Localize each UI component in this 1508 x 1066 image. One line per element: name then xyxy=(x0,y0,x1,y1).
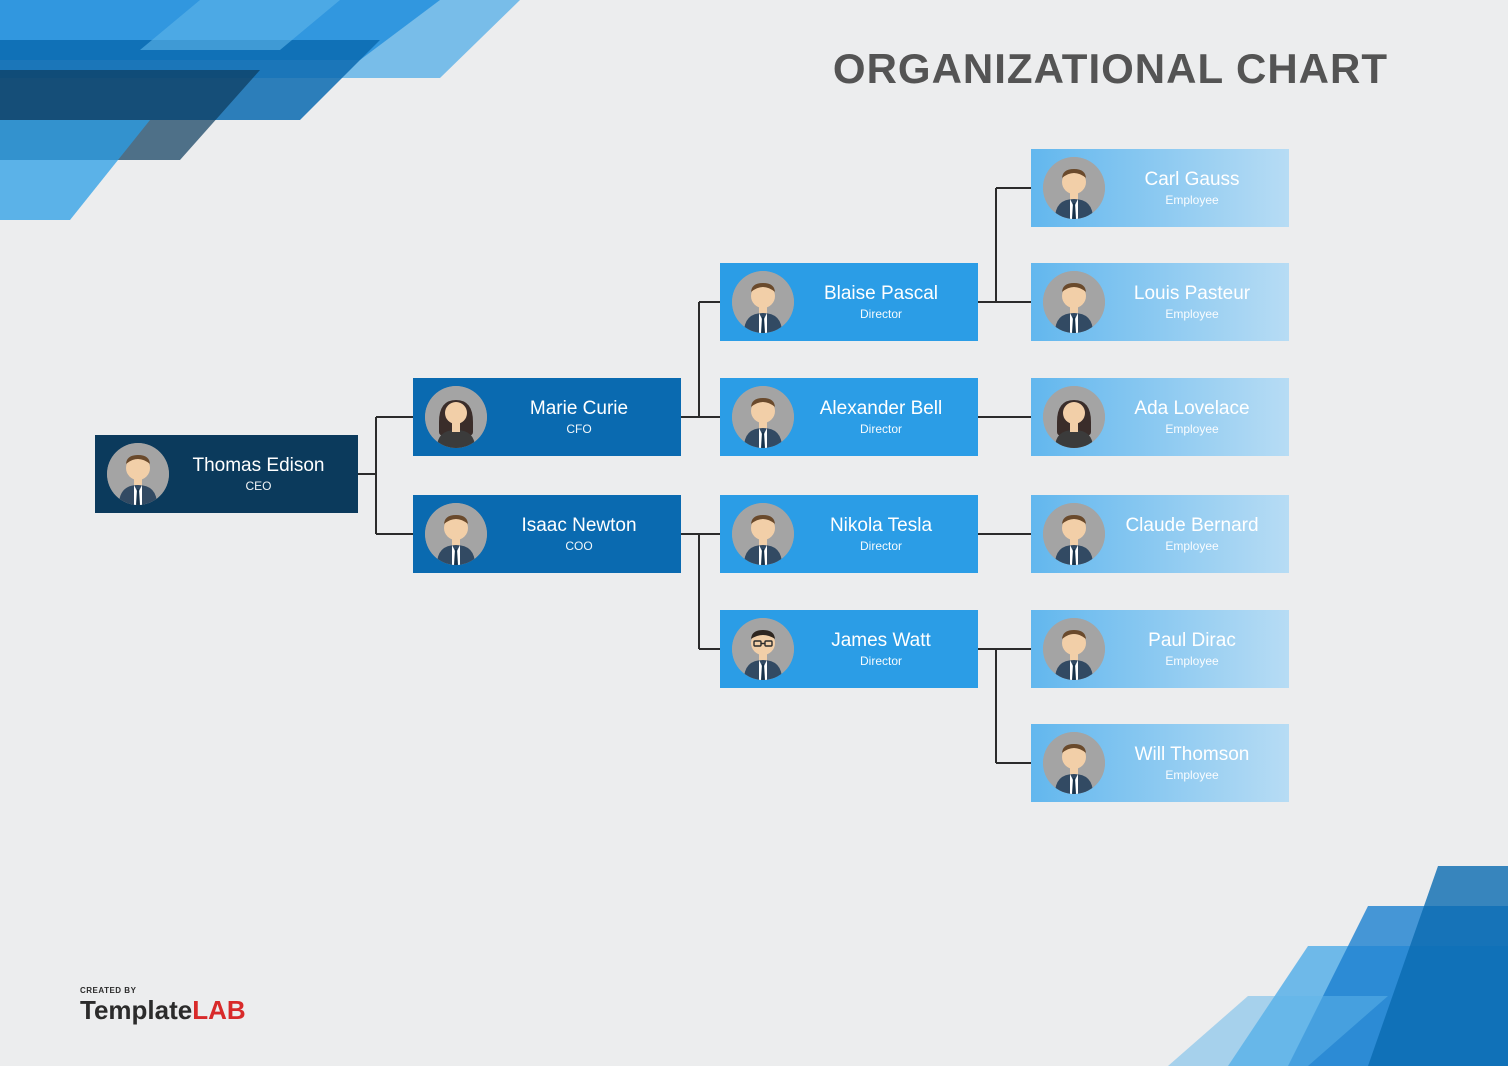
org-node-name: Carl Gauss xyxy=(1105,169,1279,191)
avatar-icon xyxy=(1043,386,1105,448)
connector xyxy=(376,416,413,418)
avatar-icon xyxy=(1043,157,1105,219)
connector xyxy=(699,301,720,303)
org-node-ceo: Thomas Edison CEO xyxy=(95,435,358,513)
avatar-icon xyxy=(732,386,794,448)
avatar-icon xyxy=(732,618,794,680)
footer-created-by: CREATED BY xyxy=(80,986,246,995)
org-node-name: Thomas Edison xyxy=(169,455,348,477)
org-node-role: Employee xyxy=(1105,768,1279,782)
avatar-icon xyxy=(425,386,487,448)
org-node-cfo: Marie Curie CFO xyxy=(413,378,681,456)
org-node-text: Nikola Tesla Director xyxy=(794,515,978,553)
avatar-icon xyxy=(1043,618,1105,680)
footer-logo-accent: LAB xyxy=(192,995,245,1025)
org-node-name: Paul Dirac xyxy=(1105,630,1279,652)
org-node-coo: Isaac Newton COO xyxy=(413,495,681,573)
org-node-role: Director xyxy=(794,654,968,668)
org-node-name: Nikola Tesla xyxy=(794,515,968,537)
org-node-name: Blaise Pascal xyxy=(794,283,968,305)
org-node-text: Will Thomson Employee xyxy=(1105,744,1289,782)
org-node-role: Director xyxy=(794,307,968,321)
connector xyxy=(358,473,376,475)
org-node-e4: Claude Bernard Employee xyxy=(1031,495,1289,573)
org-node-name: Alexander Bell xyxy=(794,398,968,420)
org-node-text: Louis Pasteur Employee xyxy=(1105,283,1289,321)
org-node-role: Director xyxy=(794,539,968,553)
connector xyxy=(996,648,1031,650)
org-node-text: Ada Lovelace Employee xyxy=(1105,398,1289,436)
org-node-name: Louis Pasteur xyxy=(1105,283,1279,305)
connector xyxy=(996,301,1031,303)
connector xyxy=(978,533,996,535)
org-node-name: Marie Curie xyxy=(487,398,671,420)
connector xyxy=(995,649,997,763)
org-node-text: Carl Gauss Employee xyxy=(1105,169,1289,207)
org-node-text: James Watt Director xyxy=(794,630,978,668)
footer: CREATED BY TemplateLAB xyxy=(80,986,246,1026)
connector xyxy=(698,534,700,649)
org-node-role: Employee xyxy=(1105,654,1279,668)
connector xyxy=(995,188,997,302)
org-node-text: Blaise Pascal Director xyxy=(794,283,978,321)
connector xyxy=(681,533,699,535)
connector xyxy=(996,416,1031,418)
connector xyxy=(699,648,720,650)
avatar-icon xyxy=(1043,503,1105,565)
connector xyxy=(699,533,720,535)
org-node-text: Alexander Bell Director xyxy=(794,398,978,436)
org-node-role: Employee xyxy=(1105,307,1279,321)
org-node-text: Thomas Edison CEO xyxy=(169,455,358,493)
footer-logo-main: Template xyxy=(80,995,192,1025)
org-node-name: Will Thomson xyxy=(1105,744,1279,766)
org-node-role: Employee xyxy=(1105,193,1279,207)
connector xyxy=(996,762,1031,764)
avatar-icon xyxy=(732,271,794,333)
org-chart: Thomas Edison CEO Marie Curie CFO Isaac … xyxy=(0,0,1508,1066)
connector xyxy=(375,474,377,534)
org-node-d2: Alexander Bell Director xyxy=(720,378,978,456)
org-node-e5: Paul Dirac Employee xyxy=(1031,610,1289,688)
org-node-role: Employee xyxy=(1105,422,1279,436)
connector xyxy=(996,533,1031,535)
connector xyxy=(698,302,700,417)
org-node-e3: Ada Lovelace Employee xyxy=(1031,378,1289,456)
avatar-icon xyxy=(732,503,794,565)
org-node-name: Claude Bernard xyxy=(1105,515,1279,537)
connector xyxy=(375,417,377,474)
org-node-e6: Will Thomson Employee xyxy=(1031,724,1289,802)
org-node-text: Isaac Newton COO xyxy=(487,515,681,553)
footer-logo: TemplateLAB xyxy=(80,995,246,1026)
connector xyxy=(978,301,996,303)
connector xyxy=(681,416,699,418)
org-node-role: COO xyxy=(487,539,671,553)
org-node-d3: Nikola Tesla Director xyxy=(720,495,978,573)
org-node-name: Isaac Newton xyxy=(487,515,671,537)
org-node-e1: Carl Gauss Employee xyxy=(1031,149,1289,227)
connector xyxy=(996,187,1031,189)
org-node-text: Claude Bernard Employee xyxy=(1105,515,1289,553)
avatar-icon xyxy=(1043,732,1105,794)
org-node-name: James Watt xyxy=(794,630,968,652)
avatar-icon xyxy=(1043,271,1105,333)
avatar-icon xyxy=(107,443,169,505)
connector xyxy=(978,416,996,418)
avatar-icon xyxy=(425,503,487,565)
org-node-role: Director xyxy=(794,422,968,436)
org-node-d4: James Watt Director xyxy=(720,610,978,688)
org-node-e2: Louis Pasteur Employee xyxy=(1031,263,1289,341)
org-node-d1: Blaise Pascal Director xyxy=(720,263,978,341)
org-node-role: CEO xyxy=(169,479,348,493)
connector xyxy=(699,416,720,418)
org-node-role: CFO xyxy=(487,422,671,436)
connector xyxy=(376,533,413,535)
org-node-text: Paul Dirac Employee xyxy=(1105,630,1289,668)
org-node-name: Ada Lovelace xyxy=(1105,398,1279,420)
org-node-text: Marie Curie CFO xyxy=(487,398,681,436)
org-node-role: Employee xyxy=(1105,539,1279,553)
connector xyxy=(978,648,996,650)
